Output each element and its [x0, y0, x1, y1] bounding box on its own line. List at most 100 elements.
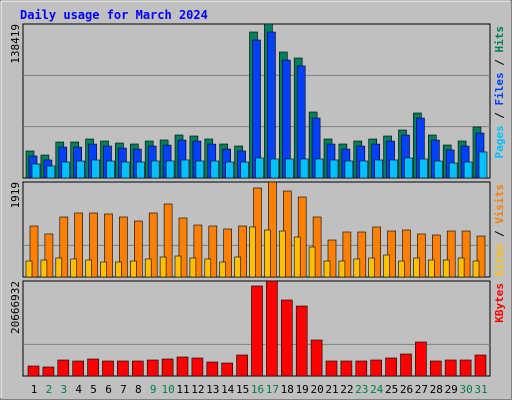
bar [293, 236, 301, 278]
bar [70, 258, 77, 278]
bar [208, 225, 218, 278]
bar [427, 259, 435, 278]
bar [340, 360, 353, 377]
bar [400, 353, 412, 377]
x-tick-label: 1 [31, 383, 38, 396]
bar [474, 354, 487, 377]
x-tick-label: 10 [161, 383, 174, 396]
bar [225, 161, 234, 179]
bar [419, 158, 428, 179]
bar [159, 256, 167, 278]
legend-entry: Files [493, 72, 506, 105]
bar [148, 212, 158, 278]
bar [398, 260, 405, 278]
bar [91, 159, 100, 179]
bar [42, 366, 55, 377]
x-tick-label: 23 [355, 383, 368, 396]
y-tick-label: 20666932 [9, 281, 22, 334]
bar [314, 158, 324, 179]
bar [264, 229, 271, 278]
bar [136, 161, 145, 179]
bar [431, 234, 441, 278]
bar [25, 260, 33, 278]
bar [461, 230, 471, 278]
x-tick-label: 11 [176, 383, 189, 396]
bar [144, 258, 152, 278]
bar [102, 360, 114, 377]
bar [46, 165, 56, 179]
bar [85, 259, 92, 278]
bar [278, 230, 286, 278]
x-tick-label: 6 [105, 383, 112, 396]
bar [161, 358, 174, 377]
bar [280, 299, 293, 377]
x-tick-label: 14 [221, 383, 235, 396]
bar [448, 162, 458, 179]
bar [55, 257, 63, 278]
bar [353, 258, 361, 278]
bar [27, 365, 40, 377]
x-tick-label: 30 [459, 383, 472, 396]
bar [206, 361, 219, 377]
bar [191, 357, 204, 377]
x-tick-label: 25 [385, 383, 398, 396]
bar [219, 261, 226, 278]
x-tick-label: 5 [90, 383, 97, 396]
bar [372, 226, 382, 278]
legend: Pages / Files / Hits [493, 26, 506, 159]
bar [359, 160, 369, 179]
bar [327, 239, 337, 278]
bar [385, 357, 397, 377]
bar [146, 359, 159, 377]
chart-title: Daily usage for March 2024 [20, 8, 208, 22]
legend-entry: KBytes [493, 283, 506, 323]
x-tick-label: 29 [445, 383, 458, 396]
bar [74, 212, 83, 278]
bar [270, 158, 279, 179]
bar [268, 181, 277, 278]
bar [267, 31, 276, 179]
bar [119, 216, 128, 278]
bar [463, 161, 473, 179]
bar [134, 220, 143, 278]
legend-entry: Sites [493, 244, 506, 277]
bar [355, 360, 368, 377]
bar [195, 160, 205, 179]
bar [87, 358, 99, 377]
bar [100, 261, 107, 278]
bar [31, 163, 41, 179]
legend-separator: / [493, 224, 506, 244]
bar [221, 362, 233, 377]
bar [478, 151, 488, 179]
bar [308, 246, 316, 278]
bar [387, 230, 396, 278]
bar [234, 256, 241, 278]
x-tick-label: 26 [400, 383, 413, 396]
x-tick-label: 13 [206, 383, 219, 396]
bar [223, 228, 232, 278]
bar [344, 160, 354, 179]
bar [429, 360, 442, 377]
x-tick-label: 20 [310, 383, 323, 396]
x-tick-label: 7 [120, 383, 127, 396]
bar [163, 203, 173, 278]
bar [442, 259, 450, 278]
x-tick-label: 12 [191, 383, 204, 396]
bar [472, 260, 480, 278]
bar [150, 160, 160, 179]
bar [236, 354, 248, 377]
bar [251, 285, 263, 377]
bar [374, 159, 384, 179]
bar [383, 254, 390, 278]
bar [342, 231, 352, 278]
bar [76, 160, 85, 179]
x-tick-label: 2 [46, 383, 53, 396]
x-tick-label: 9 [150, 383, 157, 396]
bar [325, 360, 338, 377]
bar [130, 260, 137, 278]
bar [117, 360, 129, 377]
bar [40, 259, 48, 278]
legend: Sites / Visits [493, 184, 506, 277]
legend-entry: Visits [493, 184, 506, 224]
